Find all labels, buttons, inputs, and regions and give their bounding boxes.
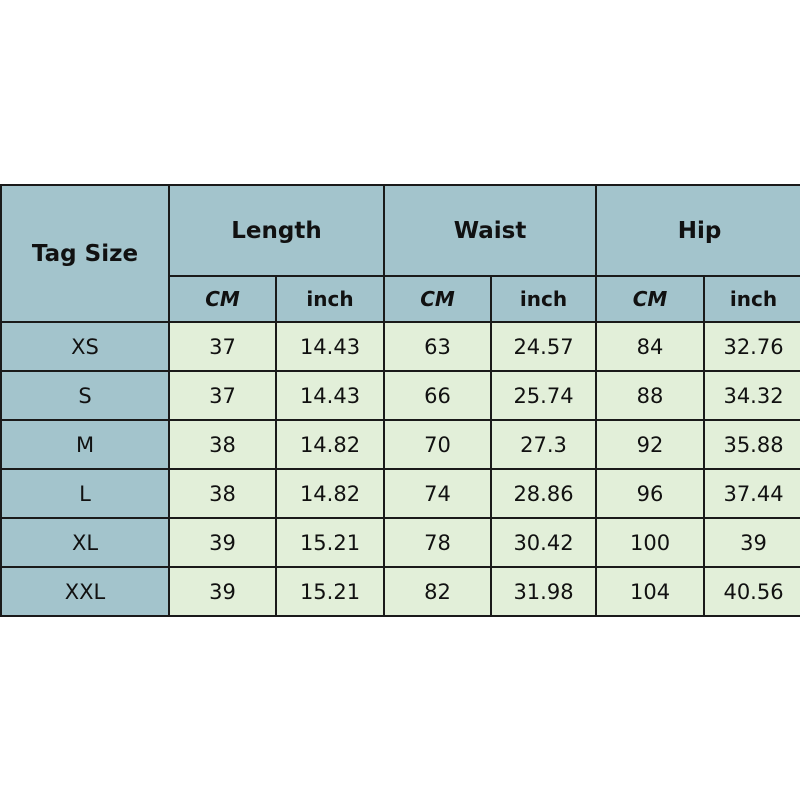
unit-header: CM (168, 275, 277, 323)
size-cell: XS (0, 321, 170, 372)
table-row: M 38 14.82 70 27.3 92 35.88 (0, 419, 800, 470)
header-row-units: CM inch CM inch CM inch (1, 275, 800, 323)
value-cell: 38 (168, 419, 277, 470)
waist-header: Waist (382, 184, 598, 277)
value-cell: 100 (595, 517, 706, 568)
table-row: XS 37 14.43 63 24.57 84 32.76 (0, 321, 800, 372)
value-cell: 82 (383, 566, 492, 617)
table-row: XXL 39 15.21 82 31.98 104 40.56 (0, 566, 800, 617)
value-cell: 104 (595, 566, 706, 617)
value-cell: 15.21 (275, 566, 385, 617)
table-row: XL 39 15.21 78 30.42 100 39 (0, 517, 800, 568)
unit-header: inch (275, 275, 385, 323)
value-cell: 37 (168, 321, 277, 372)
value-cell: 78 (383, 517, 492, 568)
value-cell: 27.3 (489, 419, 598, 470)
value-cell: 74 (383, 468, 492, 519)
unit-header: inch (489, 275, 598, 323)
value-cell: 14.43 (275, 370, 385, 421)
length-header: Length (168, 184, 385, 277)
size-cell: XXL (0, 566, 170, 617)
value-cell: 38 (168, 468, 277, 519)
value-cell: 30.42 (489, 517, 598, 568)
unit-header: CM (595, 275, 706, 323)
value-cell: 25.74 (489, 370, 598, 421)
hip-header: Hip (595, 184, 800, 277)
value-cell: 88 (595, 370, 706, 421)
value-cell: 14.82 (275, 468, 385, 519)
value-cell: 84 (595, 321, 706, 372)
value-cell: 35.88 (703, 419, 800, 470)
value-cell: 39 (168, 517, 277, 568)
value-cell: 34.32 (703, 370, 800, 421)
value-cell: 70 (383, 419, 492, 470)
size-cell: M (0, 419, 170, 470)
header-row-groups: Tag Size Length Waist Hip (0, 184, 800, 323)
value-cell: 24.57 (489, 321, 598, 372)
value-cell: 14.43 (275, 321, 385, 372)
table-row: S 37 14.43 66 25.74 88 34.32 (0, 370, 800, 421)
table-row: L 38 14.82 74 28.86 96 37.44 (0, 468, 800, 519)
size-cell: XL (0, 517, 170, 568)
value-cell: 32.76 (703, 321, 800, 372)
tag-size-header: Tag Size (0, 184, 170, 323)
value-cell: 37 (168, 370, 277, 421)
value-cell: 15.21 (275, 517, 385, 568)
size-cell: L (0, 468, 170, 519)
value-cell: 37.44 (703, 468, 800, 519)
value-cell: 28.86 (489, 468, 598, 519)
unit-header: inch (703, 275, 800, 323)
value-cell: 92 (595, 419, 706, 470)
value-cell: 96 (595, 468, 706, 519)
value-cell: 40.56 (703, 566, 800, 617)
value-cell: 31.98 (489, 566, 598, 617)
value-cell: 39 (168, 566, 277, 617)
size-chart-table: Tag Size Length Waist Hip CM inch CM inc… (0, 184, 800, 617)
value-cell: 63 (383, 321, 492, 372)
value-cell: 14.82 (275, 419, 385, 470)
size-cell: S (0, 370, 170, 421)
value-cell: 39 (703, 517, 800, 568)
value-cell: 66 (383, 370, 492, 421)
unit-header: CM (383, 275, 492, 323)
